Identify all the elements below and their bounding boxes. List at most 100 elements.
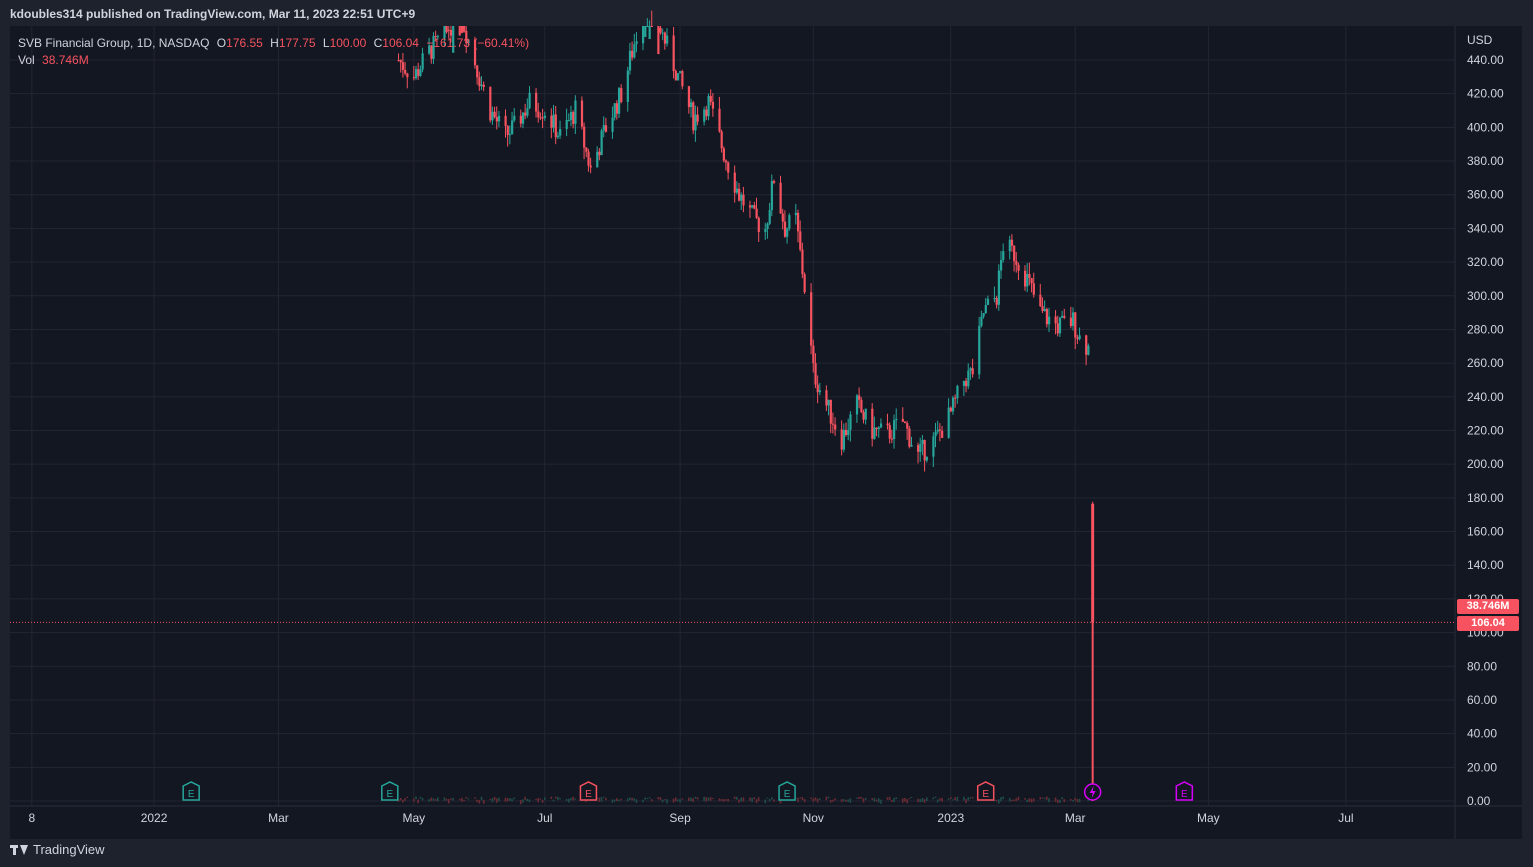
candle	[506, 125, 509, 147]
candle	[917, 442, 920, 464]
y-tick-label: 380.00	[1467, 154, 1504, 168]
volume-bar	[862, 798, 865, 803]
volume-bar	[646, 798, 649, 800]
candle	[526, 98, 529, 118]
volume-bar	[522, 799, 524, 803]
candle	[786, 227, 789, 244]
close-label: C	[373, 36, 383, 50]
high-label: H	[270, 36, 279, 50]
volume-bar	[751, 797, 753, 803]
brand-label: TradingView	[33, 842, 105, 857]
candle	[707, 93, 710, 121]
volume-bar	[1015, 798, 1018, 802]
candle	[906, 420, 909, 440]
candle	[626, 66, 629, 112]
candle	[493, 106, 496, 119]
volume-bar	[677, 799, 679, 802]
volume-bar	[1028, 798, 1031, 802]
volume-bar	[995, 799, 998, 802]
candle	[755, 197, 758, 219]
candle	[696, 106, 699, 126]
y-tick-label: 340.00	[1467, 221, 1504, 235]
candle	[801, 242, 804, 279]
volume-bar	[567, 798, 570, 803]
candle	[633, 33, 636, 59]
symbol-title[interactable]: SVB Financial Group, 1D, NASDAQ	[18, 36, 210, 50]
candle	[932, 432, 935, 468]
volume-bar	[779, 799, 782, 804]
volume-bar	[725, 799, 727, 801]
volume-bar	[875, 799, 878, 802]
volume-bar	[934, 796, 937, 798]
volume-bar	[705, 797, 708, 802]
volume-label[interactable]: Vol	[18, 53, 35, 67]
candle	[877, 426, 880, 438]
candle	[1072, 307, 1075, 331]
y-tick-label: 320.00	[1467, 255, 1504, 269]
volume-bar	[1078, 798, 1081, 803]
volume-bar	[417, 799, 419, 804]
candle	[528, 86, 531, 110]
volume-bar	[611, 799, 614, 803]
earnings-event-marker: E	[778, 781, 796, 801]
publish-attribution: kdoubles314 published on TradingView.com…	[10, 7, 416, 21]
volume-bar	[450, 798, 452, 800]
candle	[879, 418, 883, 429]
volume-bar	[572, 796, 574, 801]
candle	[574, 95, 577, 135]
volume-bar	[1046, 796, 1048, 800]
candle	[999, 250, 1003, 279]
candle	[565, 108, 568, 137]
candle	[796, 209, 800, 243]
candle	[711, 93, 715, 117]
volume-bar	[840, 799, 843, 803]
volume-bar	[585, 799, 588, 803]
grid	[10, 26, 1455, 806]
candle	[903, 420, 907, 424]
volume-bar	[402, 799, 404, 803]
candle	[672, 26, 675, 79]
candle	[908, 425, 911, 449]
candle	[604, 117, 608, 133]
candle	[666, 28, 669, 47]
y-tick-label: 240.00	[1467, 390, 1504, 404]
volume-bar	[629, 797, 631, 801]
volume-bar	[430, 797, 433, 801]
volume-bar	[827, 796, 830, 799]
candle	[478, 71, 481, 91]
candle	[803, 272, 806, 294]
candle	[997, 264, 1000, 311]
x-tick-label: Nov	[803, 811, 824, 825]
candle	[770, 174, 773, 217]
volume-bar	[720, 799, 723, 801]
candle	[631, 41, 634, 61]
volume-bar	[825, 796, 828, 801]
candle	[893, 414, 896, 449]
y-tick-label: 200.00	[1467, 457, 1504, 471]
volume-bar	[722, 799, 725, 802]
volume-bar	[626, 798, 629, 802]
candle	[567, 113, 570, 122]
tradingview-brand[interactable]: TradingView	[10, 842, 105, 857]
volume-bar	[650, 799, 653, 802]
candle	[718, 96, 721, 133]
candle	[709, 89, 712, 106]
volume-bar	[904, 797, 906, 802]
volume-bar	[415, 796, 417, 800]
volume-bar	[814, 797, 817, 801]
candle	[1074, 311, 1077, 350]
candle	[781, 208, 784, 230]
volume-bar	[1043, 797, 1046, 800]
candle	[766, 222, 769, 239]
volume-bar	[921, 797, 924, 802]
x-tick-label: Jul	[537, 811, 552, 825]
volume-bar	[681, 798, 684, 800]
volume-bar	[1076, 798, 1079, 803]
volume-bar	[489, 798, 492, 801]
volume-bar	[476, 799, 478, 803]
volume-bar	[768, 798, 771, 802]
y-tick-label: 300.00	[1467, 289, 1504, 303]
candle	[938, 423, 942, 442]
candle	[585, 147, 588, 158]
